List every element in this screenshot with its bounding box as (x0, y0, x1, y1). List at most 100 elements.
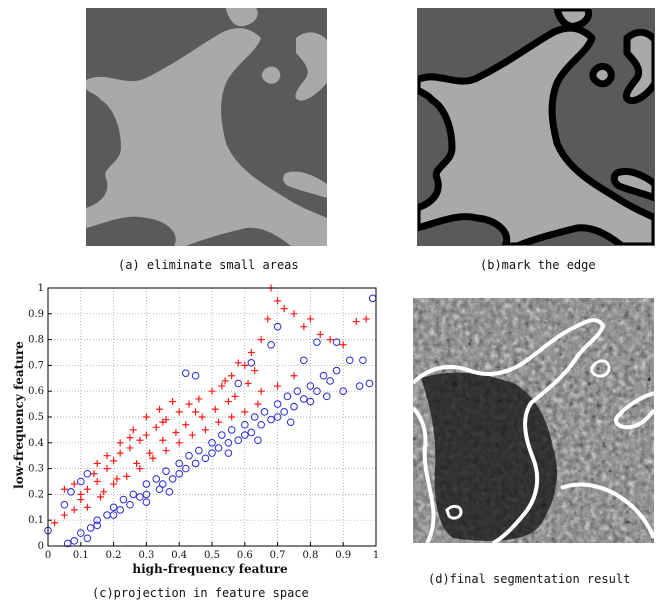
plus-marker (192, 408, 200, 416)
circle-marker (313, 338, 321, 346)
plus-marker (126, 434, 134, 442)
circle-marker (250, 413, 259, 421)
circle-marker (224, 449, 233, 457)
light-region-top (226, 8, 258, 27)
plus-marker (93, 478, 101, 485)
circle-marker (152, 475, 161, 483)
plus-marker (264, 315, 272, 323)
plus-marker (228, 413, 236, 421)
plus-marker (110, 457, 118, 465)
circle-marker (306, 397, 315, 406)
light-region-right-outlined (622, 28, 656, 105)
plus-marker (103, 452, 111, 460)
plus-marker (156, 405, 164, 413)
plus-marker (83, 503, 91, 511)
plus-marker (280, 305, 288, 313)
circle-marker (208, 439, 216, 447)
x-tick-label: 0.4 (171, 550, 187, 561)
circle-marker (332, 338, 341, 346)
circle-marker (201, 454, 210, 463)
circle-marker (119, 495, 128, 504)
caption-a: (a) eliminate small areas (118, 258, 299, 272)
segmentation-contour-left (411, 406, 436, 544)
circle-marker (267, 340, 275, 349)
circle-marker (129, 490, 138, 499)
circle-marker (116, 506, 124, 514)
plus-marker (70, 480, 78, 488)
x-tick-label: 0.8 (302, 550, 318, 561)
circle-marker (290, 402, 298, 411)
circle-marker (306, 382, 315, 390)
circle-marker (241, 431, 249, 439)
plus-marker (133, 459, 141, 467)
x-tick-label: 0.9 (335, 550, 351, 561)
caption-b: (b)mark the edge (480, 258, 596, 272)
y-tick-label: 0.4 (28, 438, 44, 449)
circle-marker (224, 439, 233, 447)
circle-marker (136, 493, 144, 501)
plus-marker (77, 490, 85, 498)
light-region-main-outlined (413, 24, 656, 250)
plus-marker (100, 488, 108, 496)
circle-marker (293, 387, 302, 395)
y-axis-label: low-frequency feature (12, 341, 26, 489)
plus-marker (352, 318, 360, 326)
circle-marker (155, 485, 164, 494)
plus-marker (70, 506, 78, 514)
circle-marker (257, 420, 266, 429)
panel-a-image (86, 8, 327, 246)
circle-marker (63, 539, 72, 548)
circle-marker (191, 459, 200, 468)
plus-marker (254, 400, 262, 408)
circle-marker (247, 359, 256, 367)
plus-marker (224, 398, 232, 406)
plus-marker (234, 359, 242, 367)
panel-d-image (411, 298, 656, 545)
caption-c: (c)projection in feature space (92, 586, 309, 600)
plus-marker (136, 436, 144, 444)
circle-marker (267, 415, 275, 424)
plus-marker (218, 382, 226, 390)
circle-marker (254, 436, 262, 445)
plus-marker (182, 421, 190, 429)
plus-marker (274, 297, 282, 305)
plus-marker (60, 511, 68, 519)
y-tick-label: 1 (38, 283, 44, 294)
x-axis-label: high-frequency feature (132, 562, 288, 576)
circle-marker (142, 498, 151, 506)
plus-marker (172, 428, 180, 436)
plus-marker (241, 408, 249, 416)
circle-marker (319, 371, 328, 380)
circle-marker (365, 379, 374, 388)
plus-marker (290, 310, 298, 318)
circle-marker (86, 524, 95, 532)
plus-marker (221, 377, 229, 385)
plus-marker (247, 349, 255, 356)
circle-marker (218, 431, 226, 439)
x-tick-label: 0.1 (73, 550, 89, 561)
circle-marker (142, 480, 151, 488)
plus-marker (152, 423, 160, 431)
light-region-top-outlined (553, 4, 593, 30)
plus-marker (241, 361, 249, 369)
circle-marker (83, 469, 92, 478)
light-region-right (295, 32, 327, 101)
segmentation-contour-right (614, 391, 656, 430)
y-tick-label: 0.1 (28, 515, 44, 526)
plus-marker (326, 336, 334, 344)
light-region-bottom-right-outlined (610, 167, 656, 202)
circle-marker (77, 529, 85, 537)
circle-marker (332, 366, 341, 375)
plus-marker (306, 315, 314, 323)
circle-marker (339, 387, 348, 395)
circle-marker (368, 294, 377, 303)
y-tick-label: 0.3 (28, 464, 44, 475)
x-tick-label: 0.5 (204, 550, 220, 561)
plus-marker (116, 449, 124, 457)
plus-marker (123, 472, 131, 480)
y-tick-label: 0.7 (28, 360, 44, 371)
plus-marker (208, 387, 216, 395)
plus-marker (257, 387, 265, 395)
plus-marker (149, 454, 157, 462)
segmentation-contour-small (590, 359, 611, 378)
